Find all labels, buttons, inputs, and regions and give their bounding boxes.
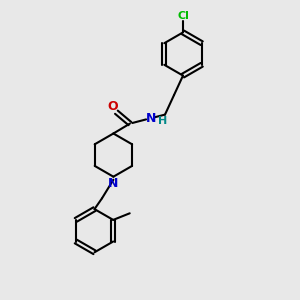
Text: O: O xyxy=(107,100,118,113)
Text: Cl: Cl xyxy=(177,11,189,21)
Text: N: N xyxy=(146,112,157,125)
Text: H: H xyxy=(158,116,167,126)
Text: N: N xyxy=(108,177,118,190)
